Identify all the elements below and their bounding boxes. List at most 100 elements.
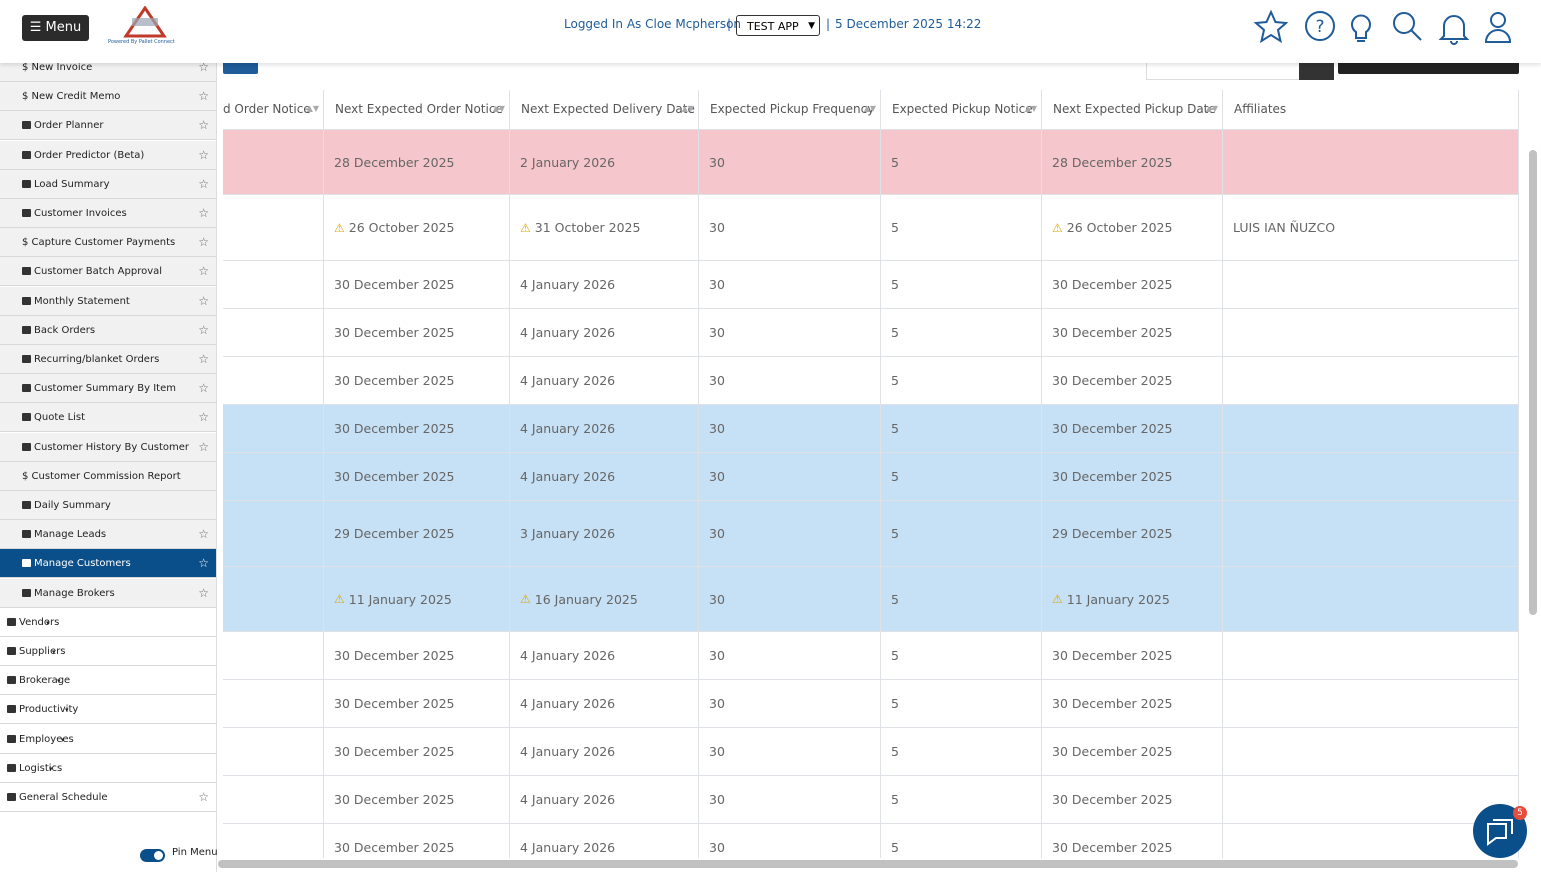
menu-item[interactable]: Monthly Statement ☆ (0, 286, 216, 316)
cell-text: LUIS IAN ÑUZCO (1233, 220, 1336, 235)
logged-in: Logged In As Cloe Mcpherson (564, 17, 742, 31)
menu-icon (22, 209, 31, 217)
favorite-star[interactable]: ☆ (198, 322, 209, 337)
table-cell: 3 January 2026 (510, 501, 699, 567)
table-cell: 30 (699, 824, 881, 858)
separator: | (826, 17, 831, 31)
menu-icon (7, 763, 16, 772)
table-cell: 30 December 2025 (1042, 357, 1223, 405)
warning-icon: ⚠ (520, 592, 531, 606)
menu-item[interactable]: Brokerage ▾ (0, 666, 216, 696)
menu-item[interactable]: Daily Summary (0, 491, 216, 520)
favorite-star[interactable]: ☆ (198, 585, 209, 600)
menu-item[interactable]: Employees ▾ (0, 725, 216, 754)
search-icon[interactable] (1393, 12, 1422, 41)
app-name: TEST APP (747, 20, 799, 33)
table-cell: ⚠ 11 January 2025 (1042, 567, 1223, 632)
menu-icon (22, 588, 31, 597)
menu-item[interactable]: $ Customer Commission Report (0, 461, 216, 491)
menu-label: Customer Invoices (34, 208, 127, 219)
table-cell: 30 (699, 728, 881, 776)
app-select[interactable]: TEST APP ▼ (736, 15, 820, 36)
menu-icon (7, 647, 16, 655)
menu-item[interactable]: General Schedule ☆ (0, 783, 216, 812)
menu-button[interactable]: ☰ Menu (22, 15, 89, 41)
favorite-star[interactable]: ☆ (198, 439, 209, 454)
column-title: Affiliates (1234, 102, 1287, 116)
favorite-star[interactable]: ☆ (198, 293, 209, 308)
menu-icon (22, 325, 31, 334)
column-header[interactable]: Next Expected Delivery Date ▲▼ (510, 90, 699, 130)
vertical-scrollbar[interactable] (1529, 150, 1537, 615)
menu-item[interactable]: Quote List ☆ (0, 403, 216, 433)
menu-label: $ Capture Customer Payments (22, 237, 176, 249)
column-header[interactable]: d Order Notice ▲▼ (223, 90, 324, 130)
favorite-star[interactable]: ☆ (198, 381, 209, 396)
table-cell: 5 (881, 567, 1042, 632)
table-cell (223, 501, 324, 567)
menu-item[interactable]: $ Capture Customer Payments ☆ (0, 228, 216, 258)
menu-item[interactable]: Load Summary ☆ (0, 169, 216, 199)
profile-icon[interactable] (1484, 12, 1512, 43)
menu-item[interactable]: Vendors ▾ (0, 608, 216, 637)
menu-item[interactable]: Customer Invoices ☆ (0, 199, 216, 228)
cell-text: 30 (709, 526, 725, 541)
menu-item[interactable]: Suppliers ▾ (0, 637, 216, 666)
favorite-star[interactable]: ☆ (198, 235, 209, 250)
column-header[interactable]: Expected Pickup Frequency ▲▼ (699, 90, 881, 130)
menu-icon (22, 121, 31, 130)
cell-text: 30 December 2025 (334, 840, 455, 855)
menu-item[interactable]: Recurring/blanket Orders ☆ (0, 345, 216, 374)
pin-toggle[interactable] (140, 849, 165, 862)
menu-item[interactable]: $ New Credit Memo ☆ (0, 82, 216, 112)
table-cell: 4 January 2026 (510, 261, 699, 309)
menu-label: Employees (19, 733, 74, 745)
favorites-icon[interactable] (1253, 9, 1289, 44)
table-cell: 5 (881, 261, 1042, 309)
favorite-star[interactable]: ☆ (198, 264, 209, 279)
table-cell: 30 (699, 195, 881, 261)
favorite-star[interactable]: ☆ (198, 206, 209, 220)
favorite-star[interactable]: ☆ (198, 176, 209, 191)
favorite-star[interactable]: ☆ (198, 118, 209, 133)
menu-item[interactable]: Manage Leads ☆ (0, 520, 216, 550)
menu-item[interactable]: Manage Customers ☆ (0, 549, 216, 579)
table-cell: 5 (881, 680, 1042, 728)
table-cell: 5 (881, 453, 1042, 501)
table-cell (1223, 567, 1519, 632)
cell-text: 11 January 2025 (1066, 591, 1170, 607)
menu-item[interactable]: Manage Brokers ☆ (0, 578, 216, 608)
menu-item[interactable]: Customer Batch Approval ☆ (0, 257, 216, 287)
favorite-star[interactable]: ☆ (198, 527, 209, 542)
menu-label: Load Summary (34, 178, 110, 190)
favorite-star[interactable]: ☆ (198, 410, 209, 425)
favorite-star[interactable]: ☆ (198, 556, 209, 571)
favorite-star[interactable]: ☆ (198, 147, 209, 162)
column-header[interactable]: Next Expected Order Notice ▲▼ (324, 90, 510, 130)
menu-item[interactable]: Order Predictor (Beta) ☆ (0, 140, 216, 170)
tips-icon[interactable] (1351, 14, 1371, 42)
notifications-icon[interactable] (1438, 15, 1470, 45)
horizontal-scrollbar[interactable] (218, 860, 1518, 868)
menu-item[interactable]: Customer History By Customer ☆ (0, 432, 216, 462)
favorite-star[interactable]: ☆ (198, 790, 209, 804)
menu-item[interactable]: Customer Summary By Item ☆ (0, 374, 216, 404)
column-header[interactable]: Next Expected Pickup Date ▲▼ (1042, 90, 1223, 130)
column-header[interactable]: Expected Pickup Notice ▲▼ (881, 90, 1042, 130)
table-cell: LUIS IAN ÑUZCO (1223, 195, 1519, 261)
caret: ▾ (57, 677, 61, 686)
column-header[interactable]: Affiliates (1223, 90, 1519, 130)
table-cell: 28 December 2025 (324, 130, 510, 195)
favorite-star[interactable]: ☆ (198, 60, 209, 74)
menu-item[interactable]: Logistics ▾ (0, 754, 216, 783)
menu-item[interactable]: Productivity ▾ (0, 695, 216, 725)
cell-text: 5 (891, 421, 899, 436)
table-cell (1223, 309, 1519, 357)
favorite-star[interactable]: ☆ (198, 89, 209, 104)
help-icon[interactable]: ? (1305, 11, 1335, 41)
menu-label: Vendors (19, 616, 60, 628)
favorite-star[interactable]: ☆ (198, 352, 209, 366)
menu-item[interactable]: Back Orders ☆ (0, 315, 216, 345)
table-cell: 5 (881, 130, 1042, 195)
menu-item[interactable]: Order Planner ☆ (0, 111, 216, 141)
